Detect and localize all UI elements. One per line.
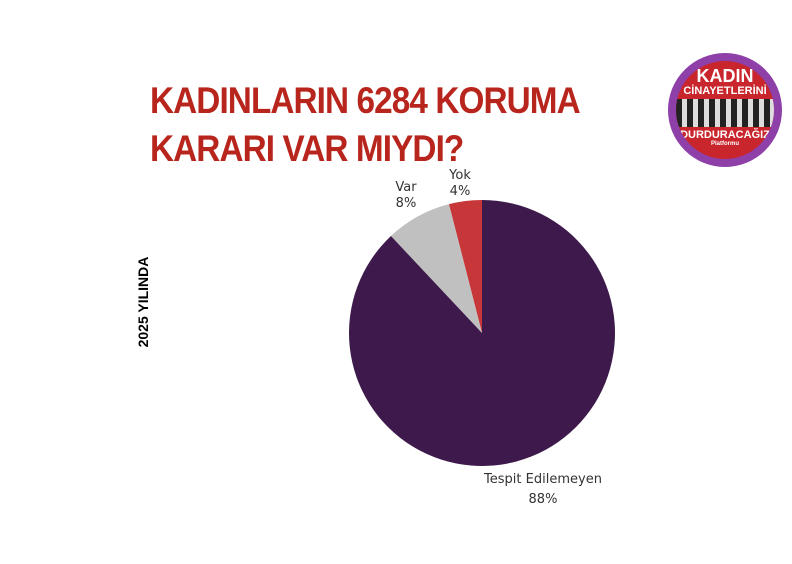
- title-line-1: KADINLARIN 6284 KORUMA: [150, 80, 581, 121]
- label-var: Var 8%: [395, 180, 417, 211]
- title-line-2: KARARI VAR MIYDI?: [150, 128, 464, 169]
- label-yok: Yok 4%: [449, 168, 471, 199]
- platform-logo: KADIN CİNAYETLERİNİ DURDURACAĞIZ Platfor…: [668, 53, 782, 167]
- pie-slice-yok: [448, 200, 482, 333]
- pie-slice-tespit-edilemeyen: [349, 200, 616, 467]
- pie-slice-var: [390, 204, 482, 333]
- label-tespit: Tespit Edilemeyen 88%: [484, 472, 602, 507]
